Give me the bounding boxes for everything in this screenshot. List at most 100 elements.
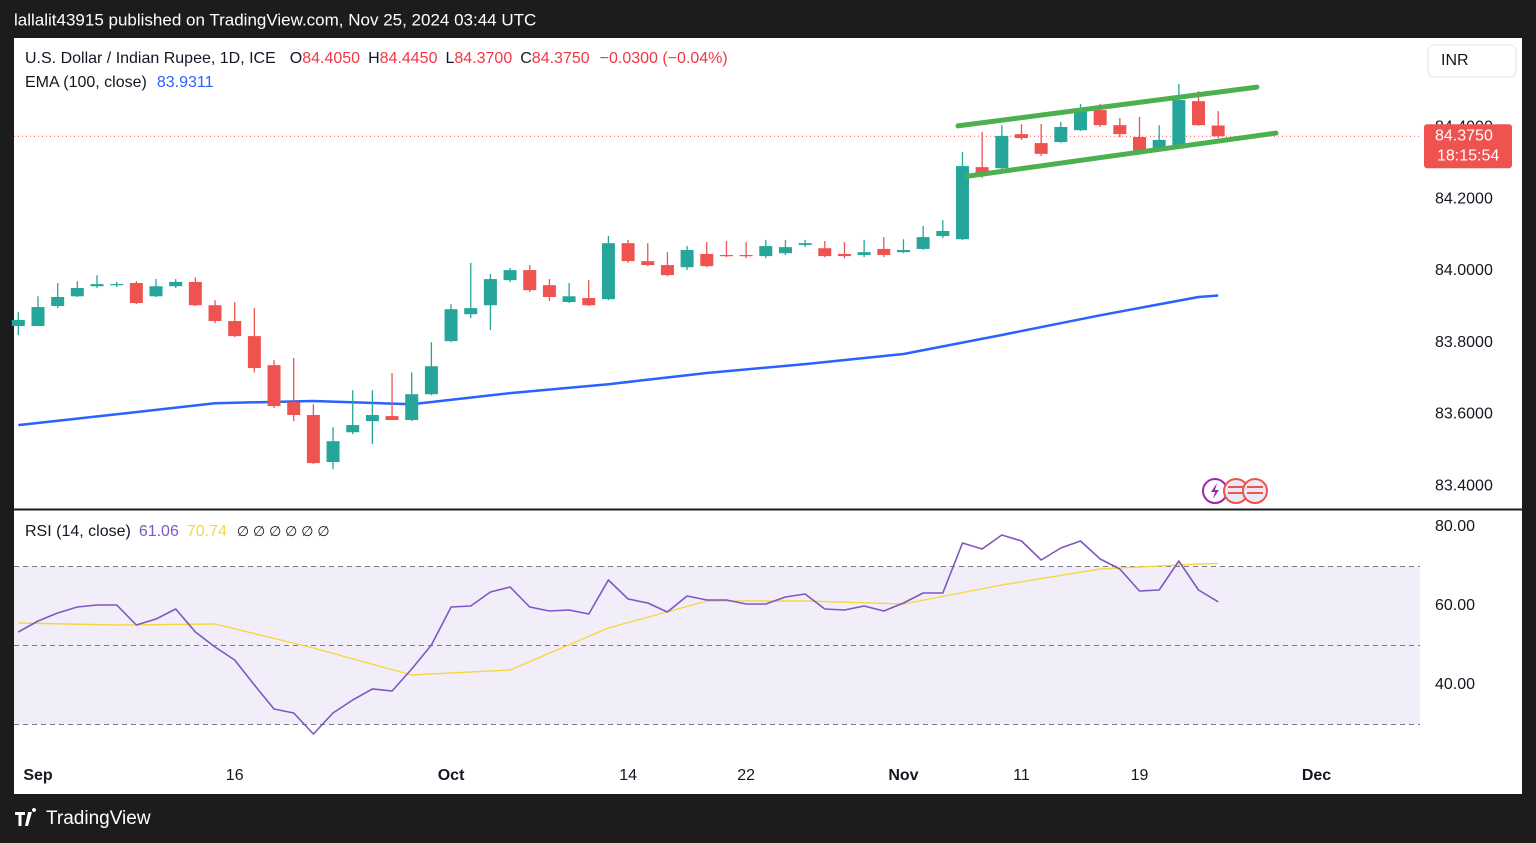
candle-body bbox=[1113, 125, 1127, 135]
candle-body bbox=[228, 321, 242, 337]
last-price-label: 84.3750 bbox=[1435, 128, 1493, 145]
candle-body bbox=[719, 255, 733, 257]
candle-body bbox=[1152, 139, 1166, 149]
x-tick-label: 22 bbox=[737, 767, 755, 784]
candle-body bbox=[169, 281, 183, 287]
x-tick-label: 16 bbox=[226, 767, 244, 784]
candle-body bbox=[739, 255, 753, 257]
ohlc-label: O bbox=[290, 50, 302, 67]
x-tick-label: Sep bbox=[23, 767, 53, 784]
y-tick-label: 80.00 bbox=[1435, 518, 1475, 535]
candle-body bbox=[700, 253, 714, 267]
event-icon-glyph bbox=[1211, 483, 1219, 499]
flag-stripe bbox=[1228, 486, 1244, 488]
candle-body bbox=[660, 265, 674, 276]
candle-body bbox=[1014, 134, 1028, 139]
candle-body bbox=[1073, 110, 1087, 131]
candle-body bbox=[149, 286, 163, 297]
candle-body bbox=[247, 336, 261, 369]
candle-body bbox=[31, 307, 45, 327]
rsi-line bbox=[17, 534, 1219, 735]
y-tick-label: 83.4000 bbox=[1435, 477, 1493, 494]
candle-body bbox=[70, 288, 84, 297]
candle-body bbox=[975, 167, 989, 173]
y-tick-label: 84.2000 bbox=[1435, 190, 1493, 207]
flag-stripe bbox=[1247, 492, 1263, 494]
legend: EMA (100, close) 83.9311 bbox=[25, 74, 214, 91]
ohlc-change: −0.0300 (−0.04%) bbox=[600, 50, 728, 67]
candle-body bbox=[483, 279, 497, 306]
y-tick-label: 83.8000 bbox=[1435, 334, 1493, 351]
candle-body bbox=[503, 270, 517, 281]
candle-body bbox=[11, 319, 25, 327]
legend: U.S. Dollar / Indian Rupee, 1D, ICE O84.4… bbox=[25, 50, 728, 67]
candle-body bbox=[129, 283, 143, 304]
x-tick-label: 19 bbox=[1131, 767, 1149, 784]
footer-logo: TradingView bbox=[15, 807, 151, 829]
countdown-label: 18:15:54 bbox=[1437, 148, 1499, 165]
candle-body bbox=[601, 243, 615, 300]
x-tick-label: Oct bbox=[438, 767, 465, 784]
candle-body bbox=[188, 281, 202, 306]
candle-body bbox=[1034, 143, 1048, 154]
candle-body bbox=[1093, 110, 1107, 126]
ohlc-label: L bbox=[445, 50, 454, 67]
x-tick-label: Dec bbox=[1302, 767, 1331, 784]
currency-button[interactable] bbox=[1427, 44, 1517, 78]
candle-body bbox=[306, 415, 320, 464]
candle-body bbox=[1192, 101, 1206, 126]
ohlc-value: 84.3750 bbox=[532, 50, 590, 67]
candle-body bbox=[837, 253, 851, 257]
trend-line bbox=[955, 84, 1260, 129]
candle-body bbox=[405, 394, 419, 421]
candle-body bbox=[916, 237, 930, 249]
candle-body bbox=[424, 366, 438, 395]
candle-body bbox=[51, 296, 65, 306]
x-tick-label: Nov bbox=[888, 767, 918, 784]
series-value: 61.06 bbox=[139, 523, 179, 540]
candle-body bbox=[287, 402, 301, 416]
candle-body bbox=[778, 247, 792, 254]
symbol-title: U.S. Dollar / Indian Rupee, 1D, ICE bbox=[25, 50, 276, 67]
series-value: 70.74 bbox=[187, 523, 227, 540]
candle-body bbox=[464, 308, 478, 315]
event-icons bbox=[1202, 478, 1268, 504]
candle-body bbox=[562, 296, 576, 303]
placeholders: ∅ ∅ ∅ ∅ ∅ ∅ bbox=[237, 523, 330, 539]
y-tick-label: 60.00 bbox=[1435, 597, 1475, 614]
candle-body bbox=[90, 284, 104, 287]
candle-body bbox=[110, 284, 124, 286]
candle-body bbox=[857, 252, 871, 256]
indicator-title: RSI (14, close) bbox=[25, 523, 131, 540]
chart-panel bbox=[14, 38, 1522, 794]
candle-body bbox=[1172, 100, 1186, 146]
candle-body bbox=[621, 243, 635, 262]
candle-body bbox=[523, 270, 537, 291]
y-tick-label: 84.0000 bbox=[1435, 262, 1493, 279]
candle-body bbox=[346, 425, 360, 433]
candle-body bbox=[1133, 137, 1147, 151]
ohlc-label: H bbox=[368, 50, 380, 67]
publish-info: lallalit43915 published on TradingView.c… bbox=[14, 10, 536, 29]
candle-body bbox=[995, 135, 1009, 169]
candle-body bbox=[896, 250, 910, 253]
event-icon[interactable] bbox=[1242, 478, 1268, 504]
y-tick-label: 83.6000 bbox=[1435, 406, 1493, 423]
candle-body bbox=[877, 248, 891, 256]
candle-body bbox=[936, 230, 950, 237]
candle-body bbox=[385, 416, 399, 421]
candle-body bbox=[208, 305, 222, 322]
y-tick-label: 40.00 bbox=[1435, 676, 1475, 693]
last-price-badge bbox=[1424, 124, 1512, 169]
candle-body bbox=[1211, 125, 1225, 137]
candle-body bbox=[798, 243, 812, 245]
flag-stripe bbox=[1247, 486, 1263, 488]
trend-line bbox=[965, 130, 1279, 179]
overlay-name: EMA (100, close) bbox=[25, 74, 147, 91]
candle-body bbox=[955, 166, 969, 240]
logo-text: TradingView bbox=[46, 808, 151, 829]
candle-body bbox=[267, 365, 281, 407]
candle-body bbox=[641, 261, 655, 266]
candle-body bbox=[759, 246, 773, 257]
